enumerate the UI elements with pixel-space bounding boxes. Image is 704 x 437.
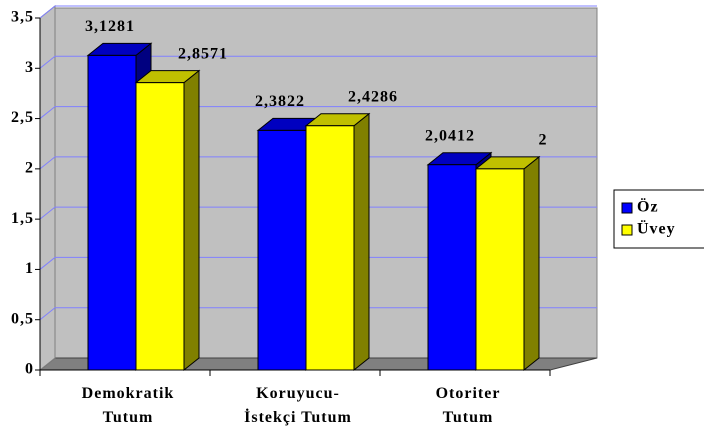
x-tick-label-line: Otoriter (436, 385, 501, 402)
legend-label: Öz (637, 198, 659, 216)
y-tick-label: 1,5 (11, 210, 34, 227)
y-tick-label: 3 (25, 59, 34, 76)
bar-front (427, 164, 477, 371)
x-tick-label-line: Demokratik (82, 385, 175, 402)
y-tick-label: 0 (25, 361, 34, 378)
legend-box (613, 189, 704, 249)
bar-side (523, 155, 540, 372)
value-label: 3,1281 (85, 18, 135, 35)
bar-front (475, 168, 525, 371)
grid-line (39, 156, 597, 170)
grid-line (39, 55, 597, 69)
bar-side (353, 112, 370, 372)
bar-front (305, 125, 355, 371)
x-tick-label: Koruyucu- İstekçi Tutum (244, 385, 352, 426)
legend-swatch (621, 224, 633, 236)
bar (134, 69, 201, 372)
grid-line (39, 206, 597, 220)
x-tick-label: Demokratik Tutum (82, 385, 175, 426)
bar-front (257, 129, 307, 371)
x-tick-label-line: Tutum (443, 409, 494, 426)
bar (474, 155, 541, 372)
y-tick-label: 2 (25, 160, 34, 177)
bar-front (135, 82, 185, 371)
legend: Öz Üvey (613, 189, 704, 249)
bar-front (87, 54, 137, 371)
y-tick-label: 1 (25, 260, 34, 277)
y-tick-label: 3,5 (11, 9, 34, 26)
value-label: 2,8571 (178, 45, 228, 62)
value-label: 2,0412 (425, 127, 475, 144)
grid-line (39, 5, 597, 19)
grid-line (39, 106, 597, 119)
y-tick-label: 2,5 (11, 109, 34, 126)
x-tick-label-line: Tutum (103, 409, 154, 426)
x-tick-label-line: Koruyucu- (256, 385, 340, 402)
value-label: 2,3822 (255, 93, 305, 110)
grid-line (39, 307, 597, 321)
x-tick-label-line: İstekçi Tutum (244, 407, 352, 426)
y-tick-label: 0,5 (11, 310, 34, 327)
bar (304, 112, 371, 372)
grid-line (39, 256, 597, 270)
x-tick-label: Otoriter Tutum (436, 385, 501, 426)
legend-label: Üvey (637, 220, 676, 238)
legend-swatch (621, 202, 633, 214)
value-label: 2 (539, 132, 548, 149)
plot-side-wall (39, 4, 56, 372)
value-label: 2,4286 (348, 88, 398, 105)
bar-side (183, 69, 200, 372)
